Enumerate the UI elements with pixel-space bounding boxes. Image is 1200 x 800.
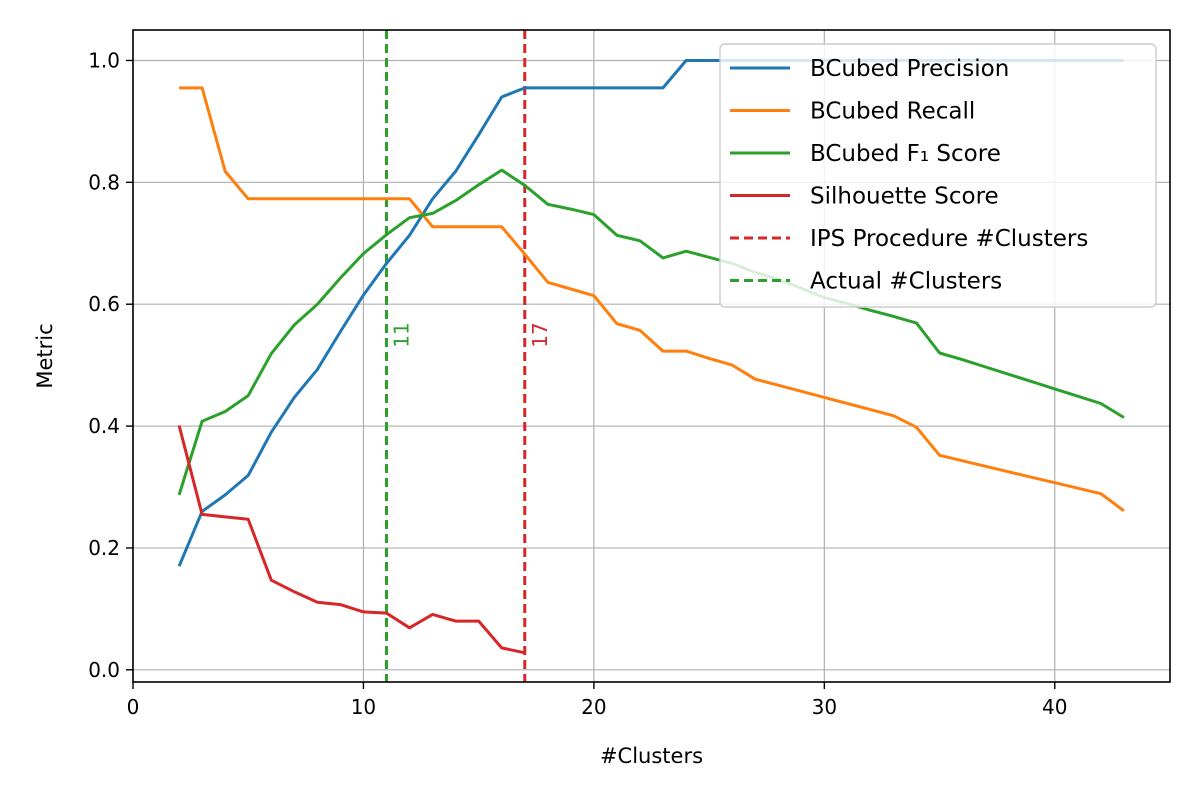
legend-entry-label: IPS Procedure #Clusters (810, 226, 1088, 252)
legend-entry-label: BCubed Recall (810, 99, 975, 125)
vline-label-1: 11 (389, 322, 413, 347)
vline-label-0: 17 (528, 322, 552, 347)
x-axis-ticks: 0 10 20 30 40 (127, 682, 1068, 719)
x-tick-label: 20 (581, 695, 606, 719)
legend-entry-label: BCubed Precision (810, 56, 1009, 82)
legend-box (719, 43, 1157, 308)
x-tick-label: 40 (1042, 695, 1067, 719)
series-line-2 (177, 168, 1125, 496)
y-tick-label: 0.0 (88, 658, 120, 682)
y-tick-label: 0.4 (88, 414, 120, 438)
series-line-3 (177, 425, 526, 655)
y-tick-label: 0.2 (88, 536, 120, 560)
x-tick-label: 30 (812, 695, 837, 719)
y-axis-label: Metric (33, 323, 57, 388)
y-axis-ticks: 0.0 0.2 0.4 0.6 0.8 1.0 (88, 48, 133, 682)
y-tick-label: 0.8 (88, 170, 120, 194)
y-tick-label: 1.0 (88, 48, 120, 72)
x-tick-label: 10 (351, 695, 376, 719)
series-line-1 (179, 86, 1125, 513)
x-tick-label: 0 (127, 695, 140, 719)
legend-entry-label: BCubed F₁ Score (810, 141, 1001, 167)
plot-frame (132, 29, 1171, 683)
legend-entry-label: Actual #Clusters (810, 269, 1002, 295)
x-axis-label: #Clusters (600, 744, 703, 768)
legend: BCubed Precision BCubed Recall BCubed F₁ S… (719, 43, 1157, 308)
legend-entry-label: Silhouette Score (810, 184, 999, 210)
y-tick-label: 0.6 (88, 292, 120, 316)
